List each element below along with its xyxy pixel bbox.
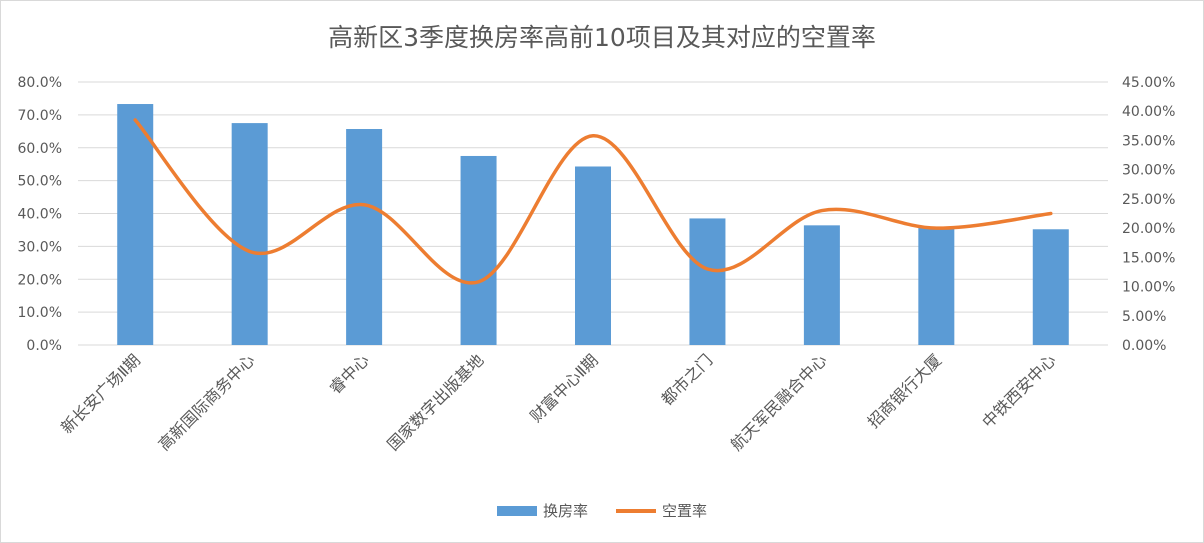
y-right-tick-label: 35.00%	[1122, 133, 1175, 149]
x-category-label: 国家数字出版基地	[383, 350, 487, 454]
y-right-tick-label: 30.00%	[1122, 163, 1175, 179]
y-left-tick-label: 80.0%	[18, 75, 62, 91]
y-right-tick-label: 40.00%	[1122, 104, 1175, 120]
y-left-tick-label: 0.0%	[26, 338, 62, 354]
bar	[1032, 229, 1069, 345]
y-left-tick-label: 70.0%	[18, 108, 62, 124]
bar	[346, 129, 383, 345]
legend-item-bar-series: 换房率	[496, 500, 588, 521]
y-left-tick-label: 60.0%	[18, 141, 62, 157]
bar	[575, 166, 611, 345]
y-right-tick-label: 15.00%	[1122, 250, 1175, 266]
x-category-label: 睿中心	[326, 350, 373, 397]
legend-swatch-line	[616, 508, 656, 513]
x-category-label: 新长安广场Ⅱ期	[57, 350, 144, 437]
y-left-tick-label: 30.0%	[18, 239, 62, 255]
legend-label-bar-series: 换房率	[542, 502, 588, 520]
y-right-tick-label: 20.00%	[1122, 221, 1175, 237]
x-category-label: 中铁西安中心	[978, 350, 1059, 431]
y-right-tick-label: 45.00%	[1122, 75, 1175, 91]
y-left-tick-label: 50.0%	[18, 174, 62, 190]
legend-label-line-series: 空置率	[662, 502, 708, 520]
y-left-tick-label: 40.0%	[18, 207, 62, 223]
chart-title: 高新区3季度换房率高前10项目及其对应的空置率	[328, 23, 876, 52]
bar	[803, 225, 840, 345]
bar	[689, 218, 726, 345]
bar	[231, 123, 268, 345]
x-category-label: 都市之门	[658, 350, 717, 409]
legend-swatch-bar	[496, 505, 537, 516]
legend-item-line-series: 空置率	[616, 500, 707, 521]
y-right-tick-label: 5.00%	[1122, 309, 1166, 325]
bar	[918, 227, 955, 345]
bar	[460, 155, 497, 345]
y-left-tick-label: 20.0%	[18, 272, 62, 288]
bar	[117, 104, 154, 346]
x-category-label: 高新国际商务中心	[155, 350, 259, 454]
y-left-tick-label: 10.0%	[18, 305, 62, 321]
legend: 换房率 空置率	[0, 500, 1204, 521]
x-category-label: 招商银行大厦	[864, 350, 945, 431]
series-line	[133, 118, 1053, 285]
y-right-tick-label: 25.00%	[1122, 192, 1175, 208]
y-right-tick-label: 10.00%	[1122, 280, 1175, 296]
x-category-label: 财富中心Ⅱ期	[526, 350, 602, 426]
x-category-label: 航天军民融合中心	[727, 350, 831, 454]
y-right-tick-label: 0.00%	[1122, 338, 1166, 354]
